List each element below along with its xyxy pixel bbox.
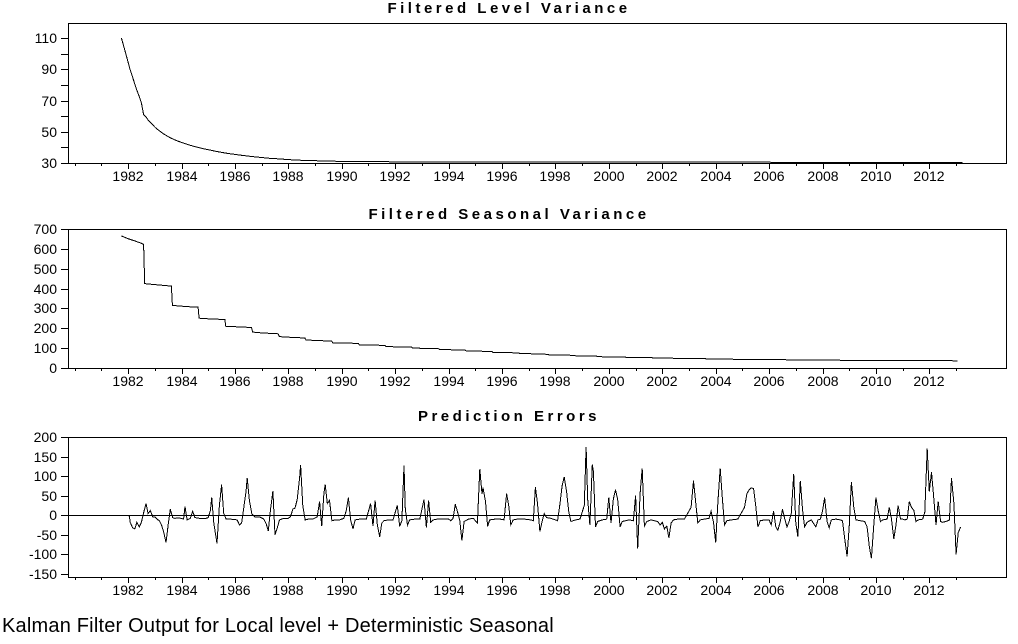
x-tick-label: 2006 — [753, 168, 784, 184]
x-tick-label: 2004 — [700, 168, 731, 184]
x-tick-label: 2006 — [753, 582, 784, 598]
x-tick-label: 2002 — [646, 582, 677, 598]
x-tick-label: 1998 — [539, 168, 570, 184]
x-tick-label: 2012 — [913, 168, 944, 184]
x-tick-label: 1988 — [272, 373, 303, 389]
y-tick-label: 700 — [34, 221, 58, 237]
y-tick-label: 90 — [41, 61, 57, 77]
y-tick-label: 150 — [34, 449, 58, 465]
x-tick-label: 1986 — [219, 373, 250, 389]
y-tick-label: 200 — [34, 429, 58, 445]
filtered-seasonal-variance-line — [121, 235, 958, 362]
chart-title-filtered-level-variance: Filtered Level Variance — [387, 0, 631, 17]
x-tick-label: 2004 — [700, 373, 731, 389]
x-tick-label: 1996 — [486, 373, 517, 389]
x-axis: 1982 1984 1986 1988 1990 1992 1994 1996 1998 2000… — [75, 577, 957, 598]
x-tick-label: 2012 — [913, 373, 944, 389]
x-tick-label: 1986 — [219, 582, 250, 598]
x-tick-label: 1988 — [272, 582, 303, 598]
x-tick-label: 2002 — [646, 168, 677, 184]
x-tick-label: 1994 — [433, 582, 464, 598]
x-tick-label: 1990 — [326, 582, 357, 598]
y-tick-label: -50 — [37, 527, 57, 543]
x-tick-label: 1990 — [326, 168, 357, 184]
plot-frame — [68, 437, 1007, 578]
y-tick-label: 500 — [34, 261, 58, 277]
x-tick-label: 2000 — [593, 582, 624, 598]
x-tick-label: 1992 — [379, 373, 410, 389]
plot-frame — [68, 229, 1007, 369]
x-tick-label: 2008 — [807, 168, 838, 184]
x-tick-label: 1998 — [539, 582, 570, 598]
y-tick-label: 300 — [34, 300, 58, 316]
y-tick-label: 110 — [35, 30, 58, 46]
x-tick-label: 2000 — [593, 168, 624, 184]
x-tick-label: 1984 — [166, 168, 197, 184]
x-tick-label: 2000 — [593, 373, 624, 389]
y-tick-label: 50 — [41, 124, 57, 140]
prediction-errors-line — [127, 446, 962, 559]
x-tick-label: 2008 — [807, 582, 838, 598]
y-tick-label: 0 — [49, 507, 57, 523]
x-tick-label: 2010 — [860, 582, 891, 598]
y-tick-label: 400 — [34, 281, 58, 297]
x-tick-label: 1992 — [379, 582, 410, 598]
y-tick-label: -100 — [29, 546, 57, 562]
plot-frame — [68, 23, 1007, 164]
x-tick-label: 1982 — [112, 373, 143, 389]
y-tick-label: 600 — [34, 241, 58, 257]
x-tick-label: 1994 — [433, 168, 464, 184]
y-tick-label: 50 — [41, 488, 57, 504]
y-tick-label: 70 — [41, 93, 57, 109]
x-tick-label: 2006 — [753, 373, 784, 389]
chart-title-filtered-seasonal-variance: Filtered Seasonal Variance — [368, 206, 650, 223]
filtered-level-variance-line — [120, 37, 963, 163]
x-tick-label: 2008 — [807, 373, 838, 389]
x-tick-label: 1992 — [379, 168, 410, 184]
x-tick-label: 2002 — [646, 373, 677, 389]
y-tick-label: 100 — [34, 468, 58, 484]
x-axis: 1982 1984 1986 1988 1990 1992 1994 1996 1998 2000… — [75, 163, 957, 184]
y-tick-label: 100 — [34, 340, 58, 356]
x-tick-label: 2010 — [860, 168, 891, 184]
x-tick-label: 1986 — [219, 168, 250, 184]
x-tick-label: 2012 — [913, 582, 944, 598]
x-tick-label: 1984 — [166, 582, 197, 598]
x-tick-label: 1982 — [112, 582, 143, 598]
y-tick-label: 30 — [41, 155, 57, 171]
x-tick-label: 1994 — [433, 373, 464, 389]
x-tick-label: 1996 — [486, 582, 517, 598]
x-tick-label: 2010 — [860, 373, 891, 389]
x-tick-label: 1988 — [272, 168, 303, 184]
y-tick-label: 0 — [49, 360, 57, 376]
x-tick-label: 1996 — [486, 168, 517, 184]
x-tick-label: 1982 — [112, 168, 143, 184]
x-tick-label: 1998 — [539, 373, 570, 389]
y-axis: 700 600 500 400 300 200 100 0 — [34, 221, 68, 376]
figure-caption: Kalman Filter Output for Local level + D… — [2, 615, 554, 637]
y-axis: 110 90 70 50 30 — [35, 30, 68, 171]
x-tick-label: 2004 — [700, 582, 731, 598]
x-tick-label: 1984 — [166, 373, 197, 389]
chart-title-prediction-errors: Prediction Errors — [417, 408, 601, 425]
y-tick-label: -150 — [29, 566, 57, 582]
x-tick-label: 1990 — [326, 373, 357, 389]
y-tick-label: 200 — [34, 320, 58, 336]
y-axis: 200 150 100 50 0 -50 -100 -150 — [29, 429, 68, 582]
x-axis: 1982 1984 1986 1988 1990 1992 1994 1996 1998 2000… — [75, 368, 957, 389]
